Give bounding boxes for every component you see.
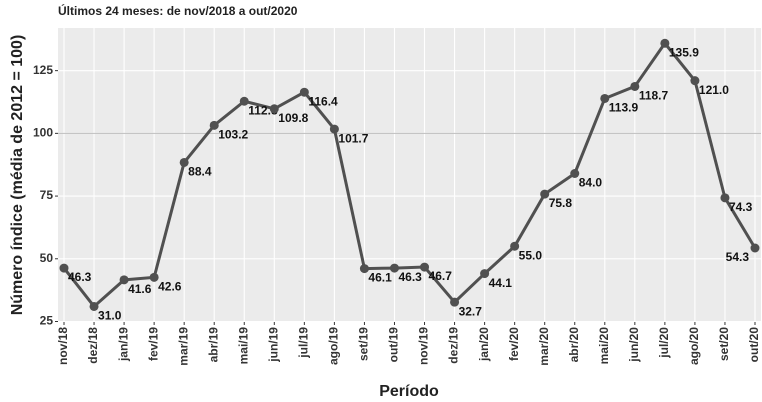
data-label: 135.9 — [669, 45, 699, 59]
data-label: 42.6 — [158, 280, 182, 294]
data-label: 46.3 — [398, 270, 422, 284]
x-tick-label: mai/19 — [236, 327, 250, 365]
data-label: 46.7 — [429, 269, 453, 283]
x-tick-label: fev/20 — [507, 327, 521, 361]
point — [570, 168, 580, 178]
point — [179, 157, 189, 167]
data-label: 113.9 — [609, 101, 639, 115]
y-tick-label: 50 — [40, 251, 54, 265]
plot-background — [58, 28, 761, 322]
x-tick-label: fev/19 — [146, 327, 160, 361]
x-tick-label: abr/20 — [567, 327, 581, 363]
point — [720, 193, 730, 203]
point — [540, 189, 550, 199]
data-label: 103.2 — [218, 128, 248, 142]
point — [660, 38, 670, 48]
point — [480, 269, 490, 279]
x-tick-label: mar/19 — [176, 327, 190, 366]
x-tick-label: nov/19 — [417, 327, 431, 365]
data-label: 44.1 — [489, 276, 513, 290]
data-label: 109.8 — [278, 111, 308, 125]
point — [239, 96, 249, 106]
point — [690, 76, 700, 86]
data-label: 46.1 — [368, 271, 392, 285]
data-label: 32.7 — [459, 304, 483, 318]
x-tick-label: mai/20 — [597, 327, 611, 365]
x-tick-label: dez/19 — [447, 327, 461, 364]
point — [600, 93, 610, 103]
x-tick-label: jan/19 — [116, 327, 130, 362]
point — [630, 81, 640, 91]
x-tick-label: nov/18 — [56, 327, 70, 365]
point — [420, 262, 430, 272]
point — [510, 241, 520, 251]
y-tick-label: 100 — [33, 126, 53, 140]
point — [359, 264, 369, 274]
data-label: 74.3 — [729, 200, 753, 214]
point — [450, 297, 460, 307]
data-label: 46.3 — [68, 270, 92, 284]
x-tick-label: jul/19 — [297, 327, 311, 359]
data-label: 75.8 — [549, 196, 573, 210]
x-tick-label: dez/18 — [86, 327, 100, 364]
point — [299, 87, 309, 97]
data-label: 101.7 — [338, 131, 368, 145]
x-tick-label: ago/20 — [687, 327, 701, 365]
x-tick-label: out/20 — [747, 327, 761, 363]
data-label: 84.0 — [579, 176, 603, 190]
point — [59, 263, 69, 273]
point — [149, 272, 159, 282]
x-tick-label: abr/19 — [206, 327, 220, 363]
chart-subtitle: Últimos 24 meses: de nov/2018 a out/2020 — [58, 3, 298, 18]
y-tick-label: 125 — [33, 63, 53, 77]
x-tick-label: set/20 — [717, 327, 731, 361]
x-tick-label: jun/19 — [266, 327, 280, 363]
y-axis-label: Número índice (média de 2012 = 100) — [9, 35, 26, 316]
point — [750, 243, 760, 253]
data-label: 118.7 — [639, 89, 669, 103]
x-tick-label: out/19 — [387, 327, 401, 363]
x-tick-label: jun/20 — [627, 327, 641, 363]
point — [209, 120, 219, 130]
point — [89, 301, 99, 311]
y-tick-label: 75 — [40, 188, 54, 202]
point — [119, 275, 129, 285]
x-tick-label: mar/20 — [537, 327, 551, 366]
point — [269, 104, 279, 114]
point — [389, 263, 399, 273]
x-tick-label: jul/20 — [657, 327, 671, 359]
data-label: 31.0 — [98, 309, 122, 323]
data-label: 116.4 — [308, 94, 338, 108]
x-tick-label: jan/20 — [477, 327, 491, 362]
data-label: 55.0 — [519, 248, 543, 262]
data-label: 88.4 — [188, 165, 212, 179]
y-tick-label: 25 — [40, 314, 54, 328]
data-label: 54.3 — [726, 250, 750, 264]
x-tick-label: ago/19 — [327, 327, 341, 365]
point — [329, 124, 339, 134]
data-label: 121.0 — [699, 83, 729, 97]
data-label: 41.6 — [128, 282, 152, 296]
x-tick-label: set/19 — [357, 327, 371, 361]
x-axis-label: Período — [379, 383, 439, 400]
line — [62, 40, 757, 309]
